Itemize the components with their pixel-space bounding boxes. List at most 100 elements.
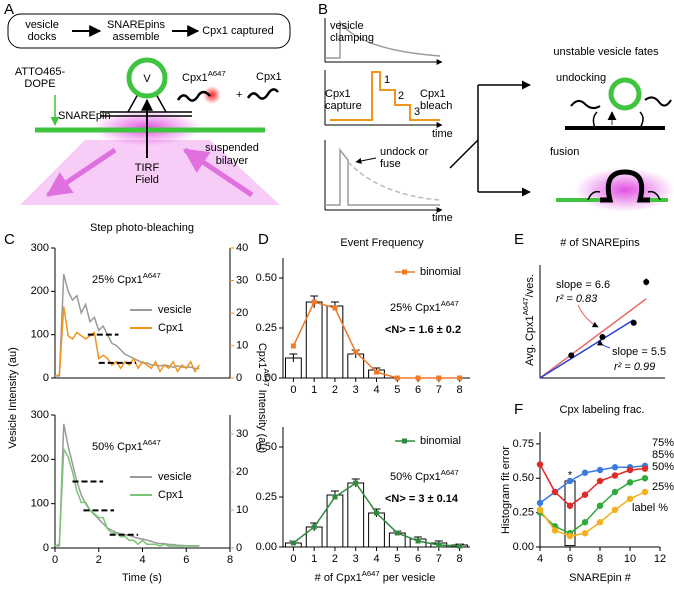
y-axis-label-rest: /ves. xyxy=(524,274,536,297)
point xyxy=(611,488,619,496)
x-tick-label: 0 xyxy=(52,554,58,566)
legend-label: 50% xyxy=(652,461,674,473)
fit-point xyxy=(311,524,317,530)
undock-label: undock or xyxy=(380,146,429,158)
condition-label: 50% Cpx1A647 xyxy=(390,468,459,483)
y-axis-label-base: Avg. Cpx1 xyxy=(524,315,536,366)
x-axis-label-sup: A647 xyxy=(362,569,380,578)
snarepin-label: SNAREpin xyxy=(58,110,111,122)
condition-label: 25% Cpx1A647 xyxy=(390,299,459,314)
fit-point xyxy=(394,375,400,381)
condition-label-sup: A647 xyxy=(143,271,161,280)
fit-line xyxy=(539,319,635,379)
y-tick-label: 0.25 xyxy=(256,491,277,503)
y2-tick-label: 30 xyxy=(236,274,248,286)
point xyxy=(599,334,606,341)
bleach-label: bleach xyxy=(420,100,452,112)
condition-label-sup: A647 xyxy=(441,468,459,477)
panel-title: Event Frequency xyxy=(340,237,424,249)
significance-marker: * xyxy=(568,469,573,481)
point xyxy=(566,532,574,540)
y-tick-label: 0.50 xyxy=(256,441,277,453)
capture-label: Cpx1 xyxy=(325,88,351,100)
x-tick-label: 2 xyxy=(332,384,338,396)
fit-r2: r² = 0.83 xyxy=(556,293,598,305)
point xyxy=(536,499,544,507)
point xyxy=(536,506,544,514)
y-tick-label: 0 xyxy=(43,372,49,384)
point xyxy=(641,475,649,482)
fusion-label: fusion xyxy=(550,146,579,158)
point xyxy=(581,530,589,537)
x-axis-label: Time (s) xyxy=(122,572,162,584)
legend-label: 85% xyxy=(652,449,674,461)
step-number: 3 xyxy=(414,106,420,118)
y-axis-label: Histogram fit error xyxy=(500,446,512,534)
point xyxy=(581,469,589,476)
y-tick-label: 0.00 xyxy=(513,541,534,553)
bar xyxy=(347,482,365,548)
point xyxy=(596,477,604,485)
panel-a-diagram xyxy=(7,13,291,205)
x-tick-label: 6 xyxy=(183,554,189,566)
undock-label: fuse xyxy=(380,158,401,170)
condition-label-base: 25% Cpx1 xyxy=(92,274,143,286)
legend-marker xyxy=(402,269,407,275)
y2-tick-label: 20 xyxy=(236,466,248,478)
y-tick-label: 0.50 xyxy=(256,272,277,284)
panel-title: # of SNAREpins xyxy=(560,237,640,249)
x-tick-label: 10 xyxy=(624,553,636,565)
x-tick-label: 7 xyxy=(436,384,442,396)
legend-label: 75% xyxy=(652,437,674,449)
dye-label: ATTO465- xyxy=(15,66,66,78)
flow-step: assemble xyxy=(112,31,159,43)
y-tick-label: 0.00 xyxy=(256,372,277,384)
tirf-label: Field xyxy=(135,174,159,186)
plus-sign: + xyxy=(236,89,242,101)
x-tick-label: 3 xyxy=(353,553,359,565)
y2-tick-label: 0 xyxy=(236,372,242,384)
annotation-arrow xyxy=(577,304,599,328)
y-axis-label: Vesicle Intensity (au) xyxy=(7,347,19,449)
fit-point xyxy=(374,369,379,375)
fit-r2: r² = 0.99 xyxy=(614,361,655,373)
flow-step: docks xyxy=(28,31,57,43)
x-tick-label: 4 xyxy=(537,553,543,565)
time-label: time xyxy=(432,128,453,140)
point xyxy=(611,464,619,471)
clamping-label: vesicle xyxy=(330,20,364,32)
bilayer-label: bilayer xyxy=(216,155,249,167)
y2-axis-label-base: Cpx1 xyxy=(256,343,268,369)
y-tick-label: 0.50 xyxy=(513,472,534,484)
x-axis-label: SNAREpin # xyxy=(569,572,632,584)
x-tick-label: 6 xyxy=(567,553,573,565)
x-tick-label: 4 xyxy=(373,553,379,565)
fit-line xyxy=(539,298,647,379)
step-number: 1 xyxy=(384,74,390,86)
annotation-arrow xyxy=(597,339,611,349)
condition-label: 50% Cpx1A647 xyxy=(92,438,161,453)
y-tick-label: 200 xyxy=(31,453,49,465)
fit-point xyxy=(290,343,296,349)
fit-point xyxy=(457,375,463,381)
cpx-labeled-sup: A647 xyxy=(208,69,226,78)
y-tick-label: 0.75 xyxy=(513,438,534,450)
fit-point xyxy=(290,540,296,546)
x-tick-label: 4 xyxy=(373,384,379,396)
legend-label: binomial xyxy=(420,435,461,447)
y-axis-label: Avg. Cpx1A647/ves. xyxy=(521,274,536,366)
cpx-label: Cpx1 xyxy=(256,71,282,83)
point xyxy=(581,519,589,526)
mean-label: <N> = 1.6 ± 0.2 xyxy=(385,324,461,336)
panel-letter: F xyxy=(514,401,523,418)
point xyxy=(643,278,650,285)
y2-tick-label: 40 xyxy=(236,242,248,254)
cpx-labeled: Cpx1A647 xyxy=(182,69,226,84)
fit-point xyxy=(332,494,338,500)
x-tick-label: 0 xyxy=(290,553,296,565)
y2-axis-label-sup: A647 xyxy=(262,369,271,387)
y2-tick-label: 20 xyxy=(236,307,248,319)
dye-label: DOPE xyxy=(24,78,55,90)
x-tick-label: 3 xyxy=(353,384,359,396)
